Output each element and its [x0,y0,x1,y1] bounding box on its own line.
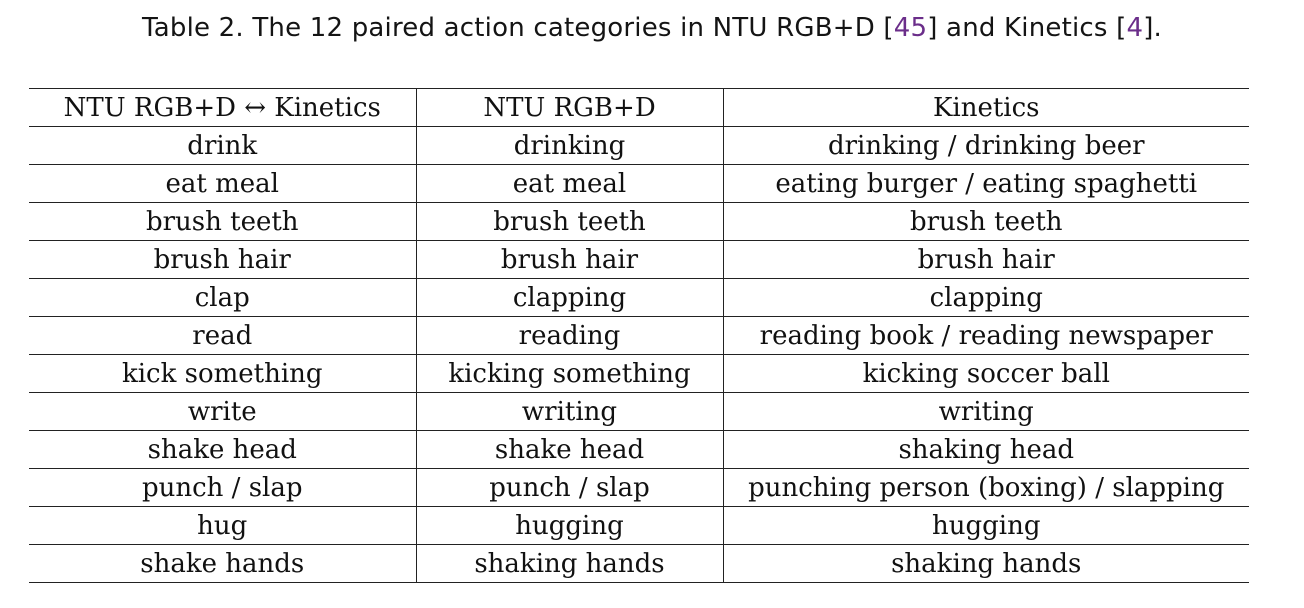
cell-kinetics: eating burger / eating spaghetti [722,164,1249,203]
cell-ntu: hugging [415,506,723,545]
cell-kinetics: reading book / reading newspaper [722,316,1249,355]
cell-mapping: write [29,392,416,431]
cell-ntu: shake head [415,430,723,469]
cell-mapping: punch / slap [29,468,416,507]
cell-mapping: brush hair [29,240,416,279]
cell-ntu: reading [415,316,723,355]
table-row: clap clapping clapping [29,278,1249,317]
header-ntu: NTU RGB+D [415,88,723,127]
caption-text-middle: ] and Kinetics [ [927,13,1127,43]
caption-text-prefix: Table 2. The 12 paired action categories… [141,13,894,43]
header-mapping: NTU RGB+D ↔ Kinetics [29,88,416,127]
cell-mapping: hug [29,506,416,545]
paired-action-table: NTU RGB+D ↔ Kinetics NTU RGB+D Kinetics … [29,88,1249,583]
cell-mapping: read [29,316,416,355]
cell-kinetics: shaking hands [722,544,1249,583]
cell-mapping: kick something [29,354,416,393]
cell-kinetics: kicking soccer ball [722,354,1249,393]
cell-mapping: clap [29,278,416,317]
cell-ntu: brush hair [415,240,723,279]
table-row: hug hugging hugging [29,506,1249,545]
table-row: write writing writing [29,392,1249,431]
cell-ntu: shaking hands [415,544,723,583]
cell-kinetics: hugging [722,506,1249,545]
table-row: drink drinking drinking / drinking beer [29,126,1249,165]
cell-ntu: drinking [415,126,723,165]
table-row: read reading reading book / reading news… [29,316,1249,355]
table-row: brush teeth brush teeth brush teeth [29,202,1249,241]
header-kinetics: Kinetics [722,88,1249,127]
cell-ntu: punch / slap [415,468,723,507]
table-header-row: NTU RGB+D ↔ Kinetics NTU RGB+D Kinetics [29,88,1249,127]
cell-kinetics: drinking / drinking beer [722,126,1249,165]
cell-mapping: shake hands [29,544,416,583]
cell-kinetics: brush teeth [722,202,1249,241]
table-row: shake hands shaking hands shaking hands [29,544,1249,583]
table-row: eat meal eat meal eating burger / eating… [29,164,1249,203]
cell-kinetics: punching person (boxing) / slapping [722,468,1249,507]
cell-mapping: eat meal [29,164,416,203]
table-caption: Table 2. The 12 paired action categories… [0,10,1304,46]
cell-ntu: brush teeth [415,202,723,241]
cell-ntu: kicking something [415,354,723,393]
cell-kinetics: clapping [722,278,1249,317]
cell-mapping: shake head [29,430,416,469]
cell-kinetics: writing [722,392,1249,431]
cell-kinetics: shaking head [722,430,1249,469]
table-row: kick something kicking something kicking… [29,354,1249,393]
cell-ntu: eat meal [415,164,723,203]
cell-mapping: brush teeth [29,202,416,241]
cell-ntu: clapping [415,278,723,317]
table-row: brush hair brush hair brush hair [29,240,1249,279]
citation-link-4[interactable]: 4 [1126,13,1144,43]
table-row: shake head shake head shaking head [29,430,1249,469]
cell-mapping: drink [29,126,416,165]
cell-kinetics: brush hair [722,240,1249,279]
table-row: punch / slap punch / slap punching perso… [29,468,1249,507]
citation-link-45[interactable]: 45 [893,13,928,43]
caption-text-suffix: ]. [1143,13,1163,43]
cell-ntu: writing [415,392,723,431]
